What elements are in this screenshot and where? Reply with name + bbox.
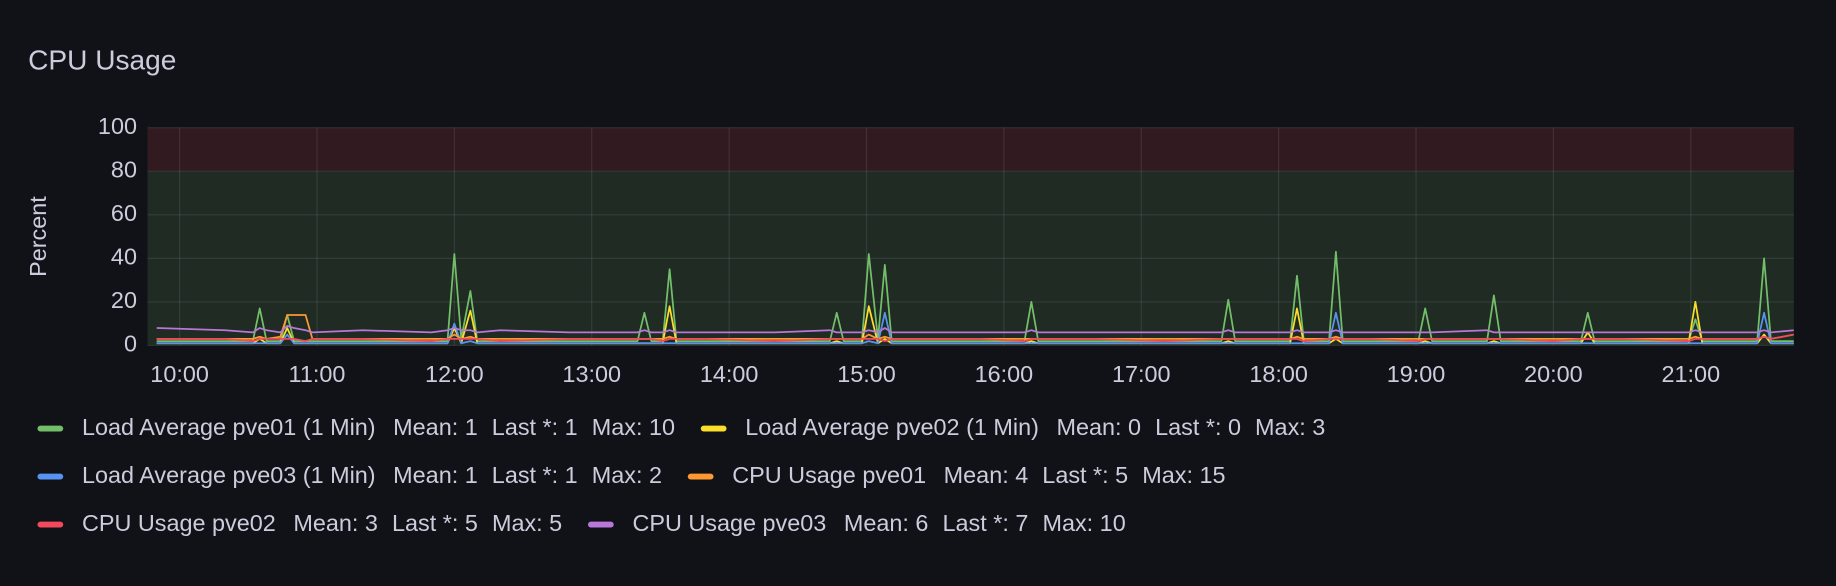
legend-stat: Max: 3 [1255, 414, 1325, 440]
series-line [156, 311, 1794, 345]
legend-stat: Max: 15 [1142, 462, 1225, 488]
legend-label: CPU Usage pve01 [732, 462, 926, 488]
legend-swatch [687, 473, 714, 480]
legend-stat: Last *: 1 [492, 414, 578, 440]
legend-swatch [37, 521, 64, 528]
threshold-region [147, 127, 1794, 172]
y-tick-label: 100 [98, 113, 137, 139]
legend-label: CPU Usage pve03 [632, 510, 826, 536]
legend-swatch [587, 521, 614, 528]
y-tick-label: 0 [124, 331, 137, 357]
legend-stat: Mean: 0 [1056, 414, 1141, 440]
legend-stat: Mean: 1 [393, 414, 478, 440]
y-tick-label: 60 [111, 200, 137, 226]
x-tick-label: 11:00 [289, 361, 346, 387]
x-tick-label: 13:00 [562, 361, 621, 387]
series-line [156, 324, 1794, 334]
legend-stat: Max: 5 [492, 510, 562, 536]
legend-stat: Last *: 5 [1042, 462, 1128, 488]
legend-swatch [700, 425, 727, 432]
legend-stat: Last *: 7 [943, 510, 1029, 536]
y-tick-label: 40 [111, 244, 137, 270]
x-tick-label: 19:00 [1387, 361, 1446, 387]
x-tick-label: 20:00 [1524, 361, 1583, 387]
legend-stat: Mean: 6 [844, 510, 929, 536]
y-tick-label: 80 [111, 156, 137, 182]
x-tick-label: 14:00 [700, 361, 759, 387]
y-axis-label: Percent [25, 196, 51, 277]
legend-stat: Mean: 4 [944, 462, 1029, 488]
x-tick-label: 18:00 [1249, 361, 1308, 387]
legend-label: Load Average pve02 (1 Min) [745, 414, 1039, 440]
legend-label: Load Average pve03 (1 Min) [82, 462, 376, 488]
plot-area [156, 250, 1794, 345]
legend-stat: Last *: 1 [492, 462, 578, 488]
x-tick-label: 16:00 [975, 361, 1034, 387]
legend-stat: Max: 10 [1042, 510, 1125, 536]
legend-stat: Max: 10 [592, 414, 675, 440]
legend-stat: Last *: 0 [1155, 414, 1241, 440]
legend-swatch [37, 425, 64, 432]
series-line [156, 333, 1794, 342]
x-tick-label: 21:00 [1662, 361, 1721, 387]
legend-label: Load Average pve01 (1 Min) [82, 414, 376, 440]
panel-title: CPU Usage [28, 45, 176, 76]
legend-label: CPU Usage pve02 [82, 510, 276, 536]
legend-stat: Mean: 1 [393, 462, 478, 488]
x-tick-label: 17:00 [1112, 361, 1171, 387]
x-tick-label: 10:00 [150, 361, 209, 387]
legend-stat: Last *: 5 [392, 510, 478, 536]
x-tick-label: 15:00 [837, 361, 896, 387]
x-tick-label: 12:00 [425, 361, 484, 387]
legend-stat: Max: 2 [592, 462, 662, 488]
legend-stat: Mean: 3 [293, 510, 378, 536]
y-tick-label: 20 [111, 287, 137, 313]
legend-swatch [37, 473, 64, 480]
threshold-region [147, 171, 1794, 346]
series-line [156, 250, 1794, 342]
